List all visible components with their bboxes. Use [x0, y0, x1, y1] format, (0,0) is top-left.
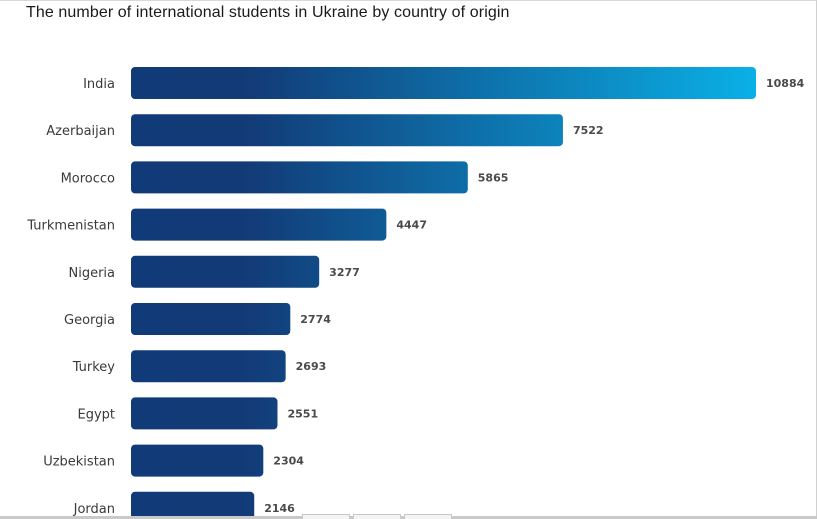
bar-uzbekistan	[131, 444, 264, 477]
value-label: 3277	[329, 266, 360, 279]
bars-group: India 10884 Azerbaijan 7522 Morocco 5865 Turkm…	[26, 67, 805, 519]
bar-turkey	[131, 350, 286, 383]
bar-egypt	[131, 397, 278, 430]
category-label: Azerbaijan	[46, 124, 115, 139]
window-top-border	[0, 0, 817, 6]
category-label: Nigeria	[68, 266, 115, 281]
value-label: 2304	[273, 455, 304, 468]
value-label: 2693	[296, 360, 327, 373]
chart-title: The number of international students in …	[26, 4, 510, 21]
bar-nigeria	[131, 255, 320, 288]
category-label: Jordan	[73, 502, 115, 517]
scroll-tab[interactable]	[404, 514, 452, 519]
bar-azerbaijan	[131, 114, 563, 147]
bar-turkmenistan	[131, 208, 387, 241]
value-label: 10884	[766, 77, 805, 90]
value-label: 7522	[573, 124, 604, 137]
bar-jordan	[131, 491, 255, 519]
scroll-tab[interactable]	[302, 514, 350, 519]
bar-morocco	[131, 161, 468, 194]
category-label: Egypt	[77, 407, 115, 422]
scroll-tab[interactable]	[353, 514, 401, 519]
bar-india	[131, 67, 756, 99]
category-label: Morocco	[61, 171, 115, 186]
value-label: 2146	[264, 502, 295, 515]
category-label: Uzbekistan	[43, 455, 115, 470]
category-label: Turkmenistan	[26, 219, 115, 234]
category-label: Turkey	[72, 360, 116, 375]
value-label: 2774	[300, 313, 331, 326]
value-label: 4447	[396, 219, 427, 232]
category-label: Georgia	[64, 313, 115, 328]
value-label: 2551	[287, 407, 318, 420]
value-label: 5865	[478, 171, 509, 184]
bar-georgia	[131, 303, 291, 335]
category-label: India	[83, 77, 115, 92]
